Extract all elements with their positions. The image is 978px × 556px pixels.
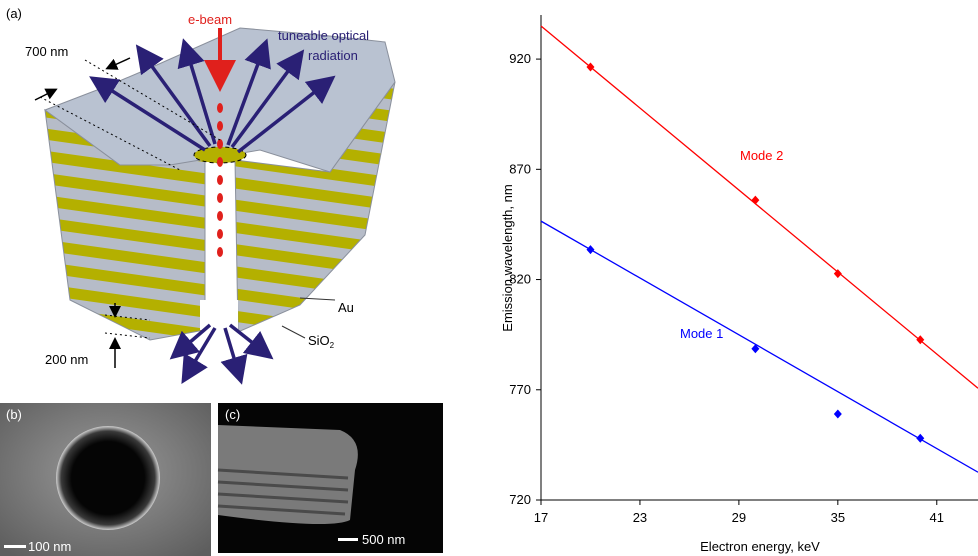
sem-hole bbox=[56, 426, 160, 530]
panel-label: (b) bbox=[6, 407, 22, 422]
scale-label: 100 nm bbox=[28, 539, 71, 554]
y-axis-title: Emission wavelength, nm bbox=[500, 184, 515, 331]
y-tick-label: 770 bbox=[509, 382, 531, 397]
panel-label: (a) bbox=[6, 6, 22, 21]
y-tick-label: 920 bbox=[509, 51, 531, 66]
scale-label: 500 nm bbox=[362, 532, 405, 547]
fit-line bbox=[541, 26, 978, 388]
beam-label: e-beam bbox=[188, 12, 232, 27]
sem-image-b: (b) 100 nm bbox=[0, 403, 211, 556]
electron-dots bbox=[217, 103, 223, 257]
radiation-label: tuneable optical bbox=[278, 28, 369, 43]
metal-label: Au bbox=[338, 300, 354, 315]
dim-arrow bbox=[108, 58, 130, 68]
sem-image-c: (c) 500 nm bbox=[218, 403, 443, 553]
scale-bar bbox=[338, 538, 358, 541]
data-point bbox=[586, 245, 594, 254]
dim-arrow bbox=[35, 90, 55, 100]
x-tick-label: 23 bbox=[633, 510, 647, 525]
period-label: 700 nm bbox=[25, 44, 68, 59]
y-tick-label: 720 bbox=[509, 492, 531, 507]
gap-label: 200 nm bbox=[45, 352, 88, 367]
data-point bbox=[751, 196, 759, 205]
x-tick-label: 41 bbox=[930, 510, 944, 525]
diagram: (a) e-beam tuneable optical radiation 70… bbox=[6, 6, 395, 378]
chart: Emission wavelength, nm Electron energy,… bbox=[500, 15, 978, 554]
series-label: Mode 1 bbox=[680, 326, 723, 341]
x-tick-label: 17 bbox=[534, 510, 548, 525]
x-axis-title: Electron energy, keV bbox=[700, 539, 820, 554]
y-tick-label: 820 bbox=[509, 272, 531, 287]
x-tick-label: 35 bbox=[831, 510, 845, 525]
y-tick-label: 870 bbox=[509, 161, 531, 176]
panel-label: (c) bbox=[225, 407, 240, 422]
scale-bar bbox=[4, 545, 26, 548]
dielectric-label: SiO2 bbox=[308, 333, 335, 350]
series-label: Mode 2 bbox=[740, 148, 783, 163]
data-point bbox=[834, 410, 842, 419]
leader bbox=[282, 326, 305, 338]
fit-line bbox=[541, 221, 978, 472]
x-tick-label: 29 bbox=[732, 510, 746, 525]
data-point bbox=[916, 434, 924, 443]
radiation-label: radiation bbox=[308, 48, 358, 63]
figure: (a) e-beam tuneable optical radiation 70… bbox=[0, 0, 978, 556]
